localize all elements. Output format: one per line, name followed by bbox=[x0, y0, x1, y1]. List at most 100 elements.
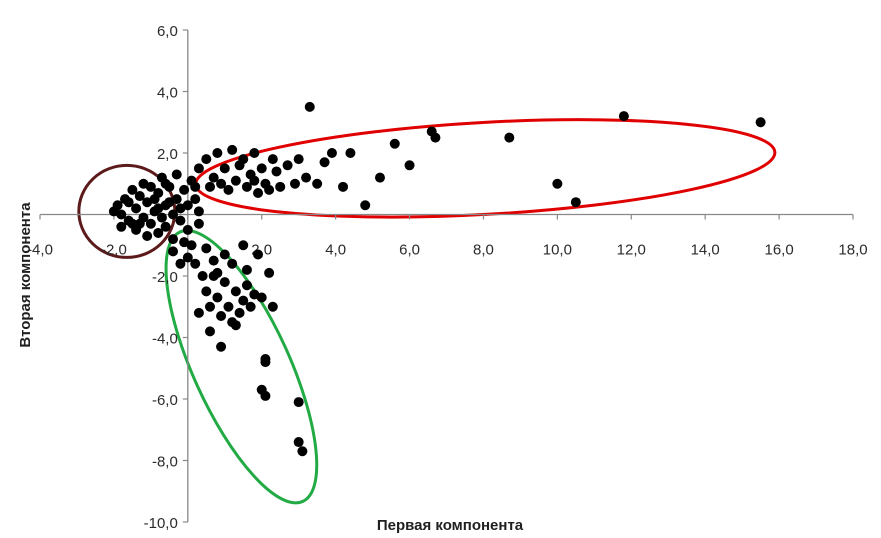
data-point bbox=[223, 184, 234, 195]
data-point bbox=[223, 301, 234, 312]
x-tick-label: -2,0 bbox=[101, 242, 127, 259]
data-point bbox=[182, 252, 193, 263]
data-point bbox=[227, 258, 238, 269]
data-point bbox=[179, 237, 190, 248]
x-tick-labels: -4,0 -2,0 2,0 4,0 6,0 8,0 10,0 12,0 14,0 16,0 18,0 bbox=[27, 214, 868, 259]
data-point bbox=[293, 397, 304, 408]
data-point bbox=[219, 163, 230, 174]
data-point bbox=[204, 301, 215, 312]
data-point bbox=[264, 184, 275, 195]
y-tick-label: -8,0 bbox=[152, 454, 178, 471]
x-axis-title: Первая компонента bbox=[377, 517, 524, 534]
data-point bbox=[304, 101, 315, 112]
data-point bbox=[360, 200, 371, 211]
x-tick-label: 4,0 bbox=[325, 242, 346, 259]
data-point bbox=[190, 181, 201, 192]
x-tick-label: 18,0 bbox=[838, 242, 867, 259]
data-point bbox=[182, 224, 193, 235]
data-point bbox=[301, 172, 312, 183]
data-point bbox=[234, 160, 245, 171]
data-point bbox=[230, 320, 241, 331]
data-point bbox=[570, 197, 581, 208]
data-point bbox=[755, 117, 766, 128]
data-point bbox=[260, 357, 271, 368]
x-tick-label: 14,0 bbox=[691, 242, 720, 259]
data-point bbox=[219, 277, 230, 288]
data-point bbox=[153, 227, 164, 238]
data-point bbox=[253, 249, 264, 260]
data-point bbox=[271, 166, 282, 177]
data-point bbox=[145, 218, 156, 229]
data-point bbox=[171, 169, 182, 180]
data-point bbox=[131, 203, 142, 214]
data-point bbox=[230, 175, 241, 186]
data-point bbox=[253, 187, 264, 198]
data-point bbox=[552, 178, 563, 189]
data-point bbox=[212, 148, 223, 158]
data-point bbox=[249, 175, 260, 186]
data-point bbox=[282, 160, 293, 171]
data-point bbox=[238, 240, 249, 251]
data-point bbox=[123, 197, 134, 208]
data-point bbox=[175, 258, 186, 269]
data-point bbox=[142, 231, 153, 242]
data-point bbox=[116, 209, 127, 220]
data-point bbox=[168, 246, 179, 257]
data-point bbox=[145, 181, 156, 192]
data-point bbox=[345, 148, 356, 158]
x-tick-label: 8,0 bbox=[473, 242, 494, 259]
data-point bbox=[374, 172, 385, 183]
data-point bbox=[134, 191, 145, 202]
data-point bbox=[319, 157, 330, 168]
data-point bbox=[293, 437, 304, 448]
data-point bbox=[204, 181, 215, 192]
data-point bbox=[179, 184, 190, 195]
data-point bbox=[168, 209, 179, 220]
data-point bbox=[618, 111, 629, 122]
data-point bbox=[249, 148, 260, 158]
data-point bbox=[430, 132, 441, 143]
data-point bbox=[338, 181, 349, 192]
data-point bbox=[201, 286, 212, 297]
data-point bbox=[241, 280, 252, 291]
data-point bbox=[234, 307, 245, 318]
x-tick-label: 12,0 bbox=[617, 242, 646, 259]
data-point bbox=[267, 301, 278, 312]
data-point bbox=[267, 154, 278, 165]
green-cluster-ellipse bbox=[164, 229, 319, 505]
data-point bbox=[193, 218, 204, 229]
data-point bbox=[204, 326, 215, 337]
data-point bbox=[256, 163, 267, 174]
data-point bbox=[293, 154, 304, 165]
data-point bbox=[389, 138, 400, 149]
data-point bbox=[193, 163, 204, 174]
data-point bbox=[201, 154, 212, 165]
x-tick-label: -4,0 bbox=[27, 242, 53, 259]
data-point bbox=[260, 390, 271, 401]
data-point bbox=[201, 243, 212, 254]
data-point bbox=[241, 264, 252, 275]
data-point bbox=[230, 286, 241, 297]
y-axis-title: Вторая компонента bbox=[17, 202, 34, 348]
data-point bbox=[241, 181, 252, 192]
data-point bbox=[404, 160, 415, 171]
data-point bbox=[156, 212, 167, 223]
data-point bbox=[134, 218, 145, 229]
x-tick-label: 10,0 bbox=[543, 242, 572, 259]
data-point bbox=[227, 144, 238, 155]
data-point bbox=[212, 267, 223, 278]
data-point bbox=[175, 215, 186, 226]
red-cluster-ellipse bbox=[194, 118, 777, 219]
data-point bbox=[164, 197, 175, 208]
y-tick-label: 2,0 bbox=[157, 146, 178, 163]
y-tick-label: -6,0 bbox=[152, 392, 178, 409]
data-point bbox=[193, 206, 204, 217]
data-point bbox=[312, 178, 323, 189]
data-point bbox=[216, 341, 227, 352]
data-point bbox=[127, 218, 138, 229]
data-point bbox=[238, 295, 249, 306]
y-tick-label: 6,0 bbox=[157, 23, 178, 40]
data-point bbox=[212, 292, 223, 303]
y-tick-label: -2,0 bbox=[152, 269, 178, 286]
data-point bbox=[275, 181, 286, 192]
